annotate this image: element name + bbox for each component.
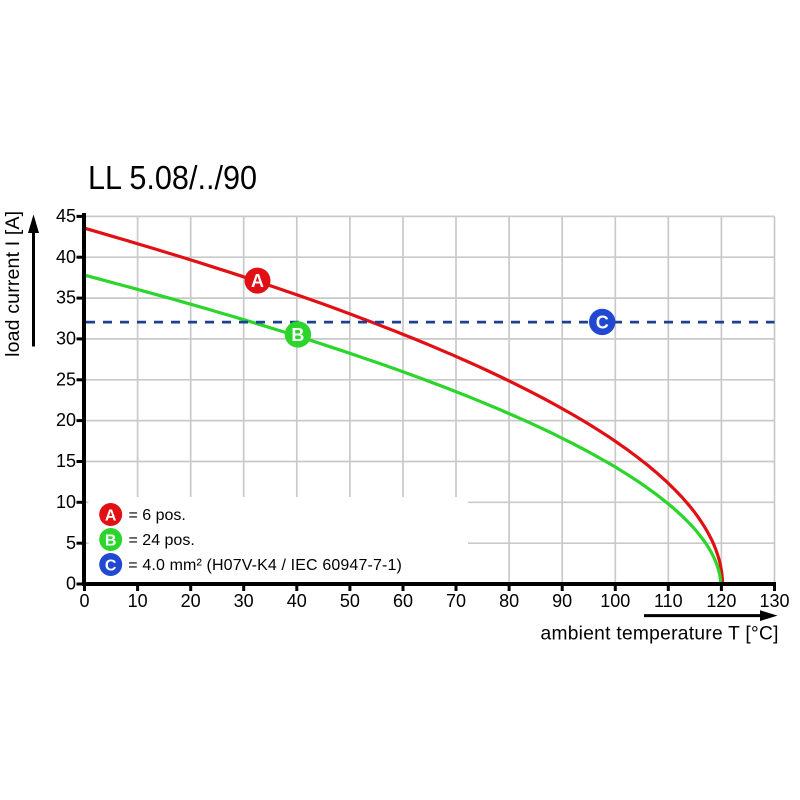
svg-text:ambient temperature T [°C]: ambient temperature T [°C] bbox=[541, 623, 779, 644]
svg-text:25: 25 bbox=[56, 369, 76, 389]
svg-text:load current I [A]: load current I [A] bbox=[2, 211, 24, 357]
svg-text:10: 10 bbox=[128, 591, 148, 611]
svg-text:= 6 pos.: = 6 pos. bbox=[129, 507, 186, 524]
svg-text:C: C bbox=[105, 557, 117, 574]
svg-text:45: 45 bbox=[56, 206, 76, 226]
svg-text:100: 100 bbox=[600, 591, 630, 611]
svg-text:35: 35 bbox=[56, 288, 76, 308]
svg-text:10: 10 bbox=[56, 492, 76, 512]
svg-text:0: 0 bbox=[66, 574, 76, 594]
svg-text:70: 70 bbox=[446, 591, 466, 611]
svg-text:90: 90 bbox=[552, 591, 572, 611]
svg-text:= 24 pos.: = 24 pos. bbox=[129, 532, 195, 549]
svg-text:50: 50 bbox=[340, 591, 360, 611]
svg-text:0: 0 bbox=[79, 591, 89, 611]
svg-text:C: C bbox=[596, 312, 609, 332]
svg-text:40: 40 bbox=[287, 591, 307, 611]
svg-text:A: A bbox=[251, 271, 264, 291]
svg-text:60: 60 bbox=[393, 591, 413, 611]
svg-text:B: B bbox=[105, 532, 117, 549]
svg-text:120: 120 bbox=[706, 591, 736, 611]
svg-text:LL 5.08/../90: LL 5.08/../90 bbox=[88, 160, 257, 197]
svg-text:130: 130 bbox=[759, 591, 789, 611]
svg-text:A: A bbox=[105, 507, 117, 524]
svg-text:= 4.0 mm² (H07V-K4 / IEC 60947: = 4.0 mm² (H07V-K4 / IEC 60947-7-1) bbox=[128, 557, 402, 574]
svg-text:30: 30 bbox=[234, 591, 254, 611]
svg-text:5: 5 bbox=[66, 533, 76, 553]
svg-text:110: 110 bbox=[654, 591, 683, 611]
svg-text:20: 20 bbox=[181, 591, 201, 611]
svg-text:40: 40 bbox=[56, 247, 76, 267]
svg-text:15: 15 bbox=[56, 451, 76, 471]
svg-text:20: 20 bbox=[56, 410, 76, 430]
svg-text:B: B bbox=[291, 325, 304, 345]
svg-text:30: 30 bbox=[56, 329, 76, 349]
svg-text:80: 80 bbox=[499, 591, 519, 611]
